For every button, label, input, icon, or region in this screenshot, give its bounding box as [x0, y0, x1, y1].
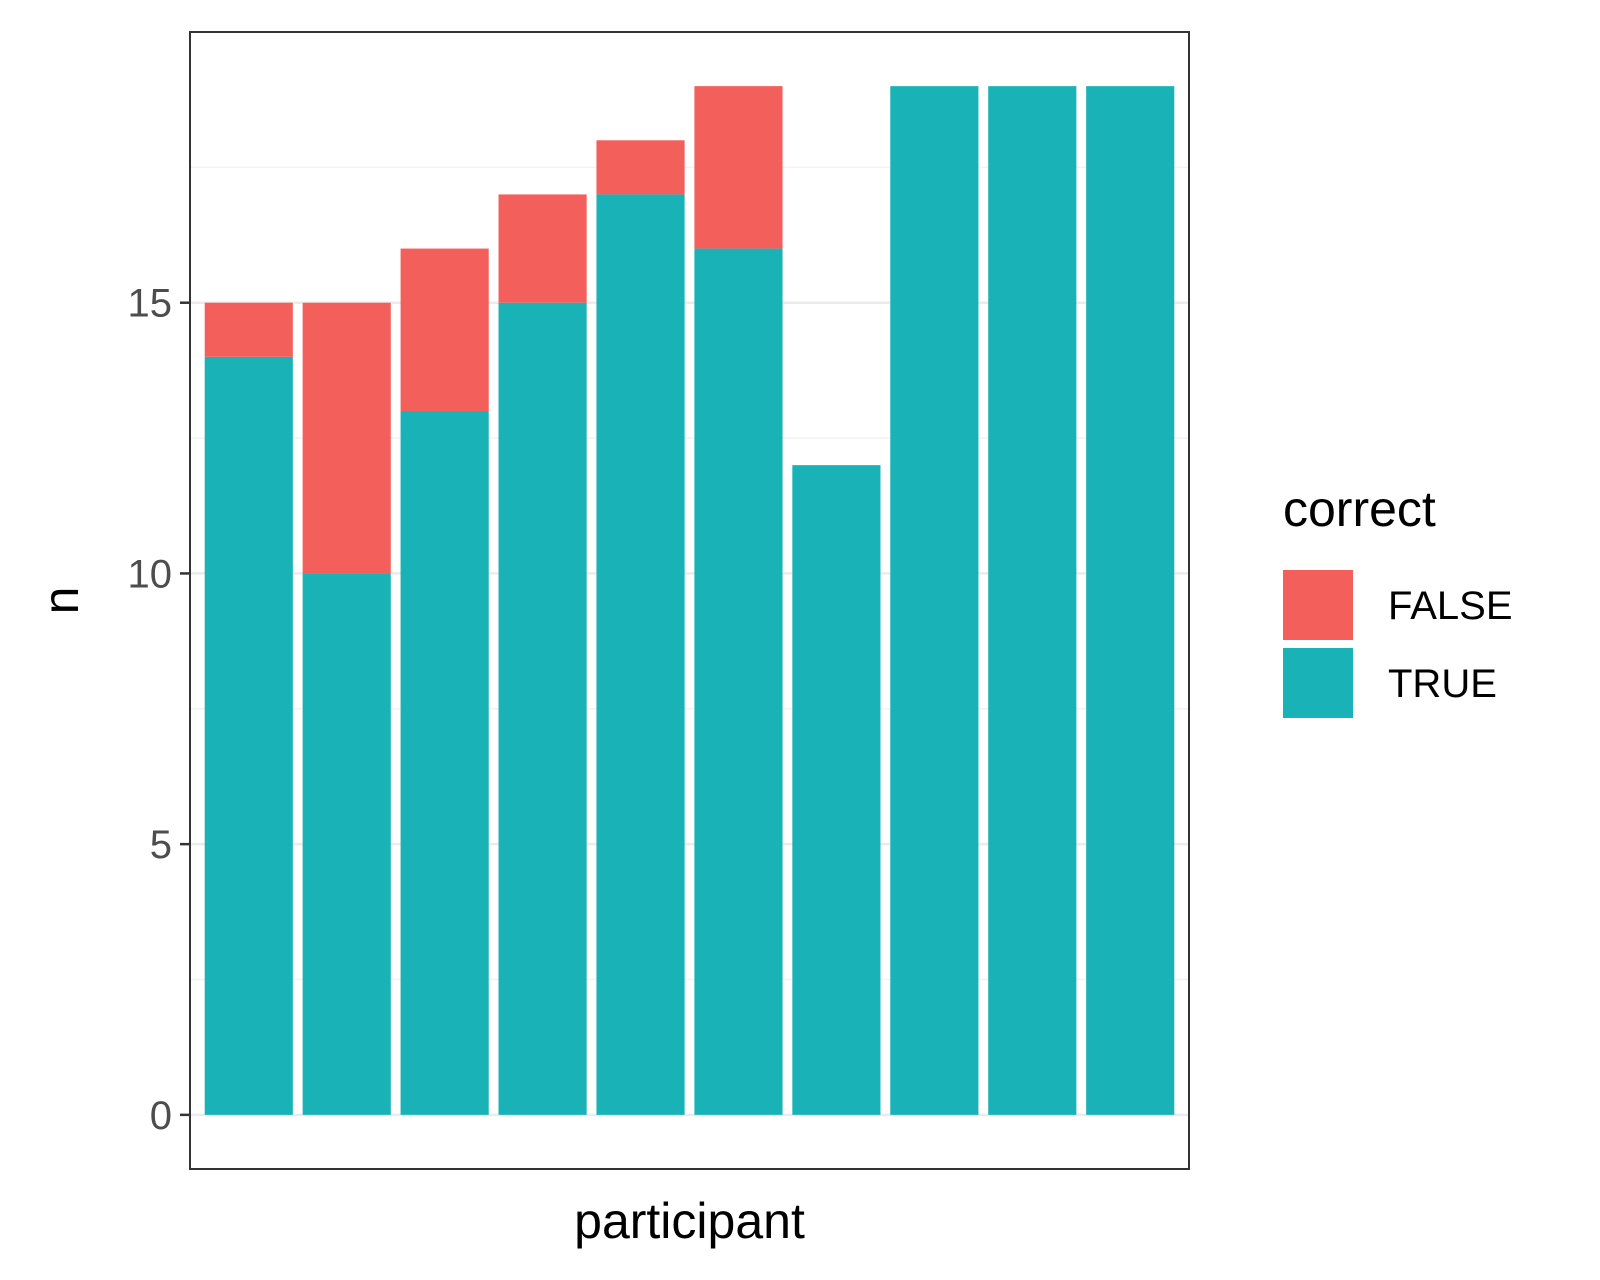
y-tick-label: 0	[150, 1094, 172, 1138]
y-tick-label: 15	[128, 282, 173, 326]
bar-segment-false	[302, 302, 391, 574]
bar-segment-true	[302, 573, 391, 1115]
bar-segment-false	[204, 302, 293, 357]
y-axis-title: n	[33, 587, 89, 615]
bar-segment-true	[204, 356, 293, 1115]
bar-segment-true	[792, 465, 881, 1115]
bar-segment-true	[694, 248, 783, 1115]
bar-segment-false	[694, 86, 783, 249]
bar-segment-false	[400, 248, 489, 411]
bars	[204, 86, 1175, 1115]
bar-segment-true	[988, 86, 1077, 1115]
bar-segment-true	[400, 411, 489, 1115]
legend-label-true: TRUE	[1388, 662, 1497, 706]
bar-segment-false	[498, 194, 587, 303]
bar-segment-true	[1086, 86, 1175, 1115]
legend: correct FALSE TRUE	[1283, 481, 1513, 718]
y-tick-label: 5	[150, 823, 172, 867]
legend-label-false: FALSE	[1388, 584, 1513, 628]
legend-key-false	[1283, 570, 1353, 640]
panel-border	[189, 31, 1190, 1170]
legend-key-true	[1283, 648, 1353, 718]
x-axis-title: participant	[574, 1193, 805, 1249]
bar-segment-true	[596, 194, 685, 1115]
bar-segment-false	[596, 140, 685, 195]
bar-segment-true	[498, 302, 587, 1115]
y-axis: 0 5 10 15	[128, 282, 190, 1138]
y-tick-label: 10	[128, 552, 173, 596]
bar-segment-true	[890, 86, 979, 1115]
legend-title: correct	[1283, 481, 1436, 537]
